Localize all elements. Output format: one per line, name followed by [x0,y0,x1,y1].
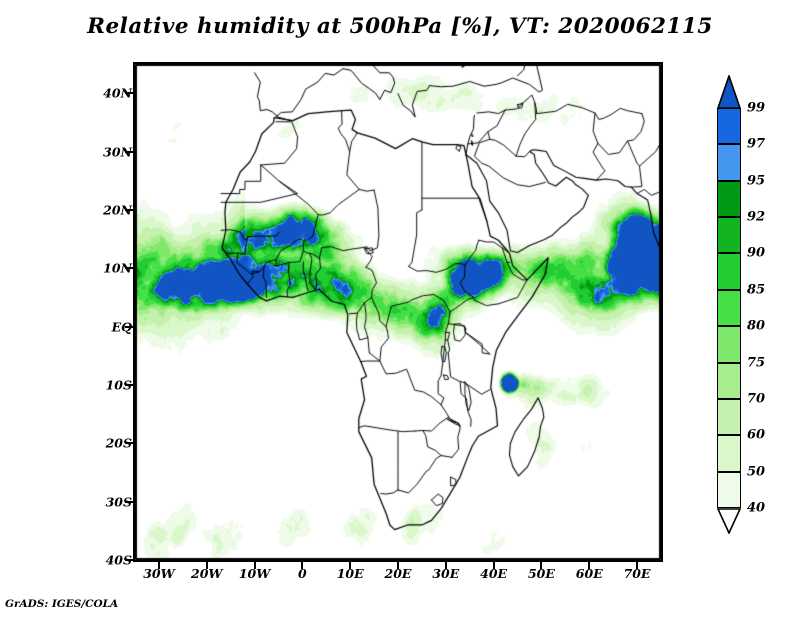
x-axis-label-30w: 30W [143,566,175,581]
x-axis-label-10w: 10W [238,566,271,581]
colorbar-label-70: 70 [747,391,766,407]
y-axis-label-40s: 40S [105,552,132,568]
x-axis-tick [253,562,256,569]
colorbar-label-50: 50 [747,464,766,480]
colorbar-band-40-50 [717,471,741,508]
y-axis-tick [125,325,133,328]
colorbar-band-80-85 [717,289,741,327]
y-axis-label-30n: 30N [103,144,132,160]
x-axis-label-20e: 20E [384,566,412,581]
x-axis-tick [492,562,495,569]
x-axis-tick [157,562,160,569]
colorbar-label-80: 80 [747,318,766,334]
x-axis-label-70e: 70E [623,566,651,581]
credit-label: GrADS: IGES/COLA [5,598,119,610]
y-axis-label-20s: 20S [105,435,132,451]
colorbar-band-90-92 [717,217,741,254]
x-axis-label-60e: 60E [575,566,603,581]
x-axis-tick [444,562,447,569]
colorbar-label-85: 85 [747,282,766,298]
y-axis-tick [125,267,133,270]
colorbar-band-50-60 [717,435,741,472]
colorbar-label-60: 60 [747,427,766,443]
y-axis-label-20n: 20N [103,202,132,218]
y-axis-label-10n: 10N [103,260,132,276]
colorbar-label-97: 97 [747,136,766,152]
y-axis-tick [125,383,133,386]
x-axis-tick [205,562,208,569]
colorbar-under-arrow [716,508,742,535]
x-axis-label-20w: 20W [191,566,223,581]
y-axis-tick [125,559,133,561]
x-axis-label-40e: 40E [480,566,508,581]
colorbar-band-75-80 [717,326,741,363]
colorbar-band-92-95 [717,180,741,218]
colorbar-label-95: 95 [747,173,766,189]
page-title: Relative humidity at 500hPa [%], VT: 202… [87,14,713,39]
x-axis-label-10e: 10E [336,566,364,581]
x-axis-tick [397,562,399,569]
y-axis-label-40n: 40N [103,85,132,101]
map-plot-area [133,62,663,562]
x-axis-label-30e: 30E [432,566,460,581]
colorbar: 99 97 95 92 90 85 80 75 70 60 50 40 [716,73,765,535]
x-axis-tick [540,562,543,569]
y-axis-label-eq: EQ [111,319,132,335]
colorbar-label-90: 90 [747,245,766,261]
y-axis-tick [125,442,133,445]
colorbar-label-99: 99 [747,100,766,116]
y-axis-tick [125,208,133,211]
y-axis-tick [125,500,133,503]
colorbar-band-97-99 [717,108,741,145]
colorbar-band-95-97 [717,144,741,181]
colorbar-band-60-70 [717,398,741,436]
colorbar-over-arrow [716,73,742,109]
colorbar-label-92: 92 [747,209,766,225]
x-axis-label-50e: 50E [527,566,555,581]
colorbar-band-70-75 [717,362,741,399]
colorbar-band-85-90 [717,253,741,290]
x-axis-label-0: 0 [298,566,307,581]
x-axis-tick [588,562,591,569]
x-axis-tick [301,562,304,569]
x-axis-tick [349,562,352,569]
y-axis-tick [125,150,133,153]
x-axis-tick [636,562,639,569]
humidity-map-canvas [135,64,661,560]
y-axis-tick [125,92,133,95]
colorbar-label-40: 40 [747,500,766,516]
y-axis-label-10s: 10S [105,377,132,393]
colorbar-label-75: 75 [747,355,766,371]
y-axis-label-30s: 30S [105,494,132,510]
